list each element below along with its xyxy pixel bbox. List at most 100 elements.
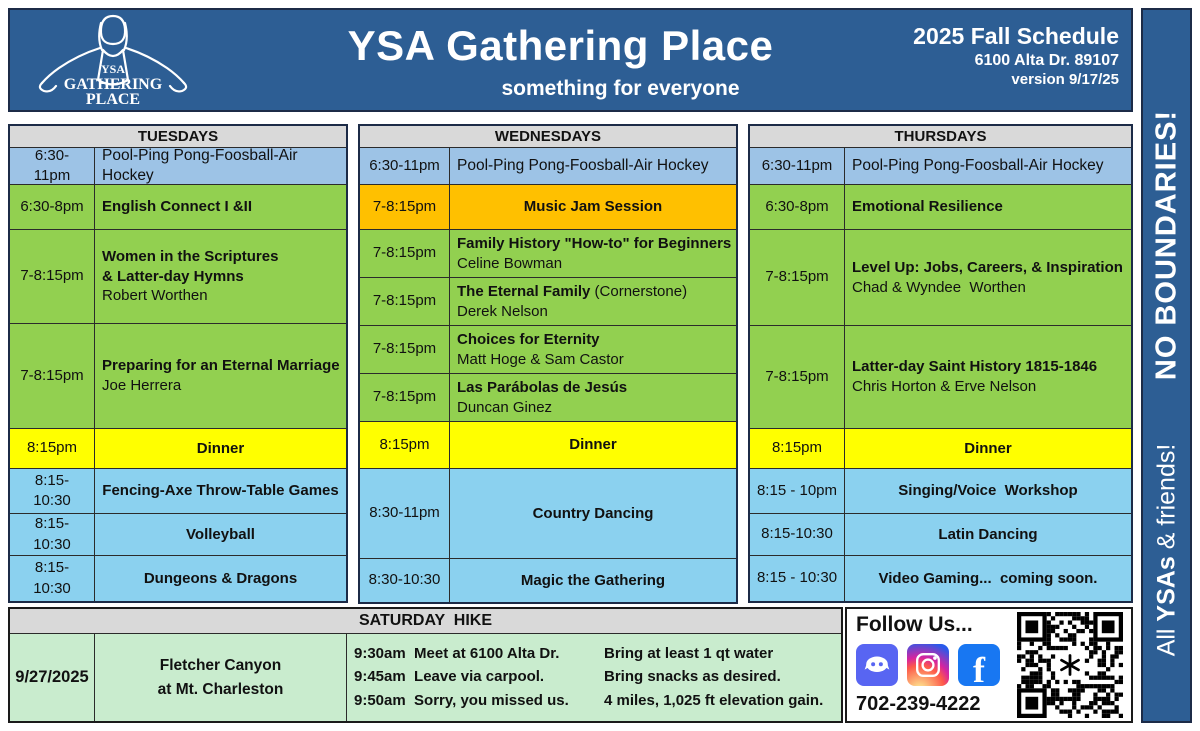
time-cell: 7-8:15pm	[360, 185, 450, 229]
time-cell: 8:15pm	[10, 429, 95, 468]
activity-line: Emotional Resilience	[852, 198, 1003, 216]
no-boundaries-text: NO BOUNDARIES!	[1150, 109, 1182, 381]
activity-cell: Singing/Voice Workshop	[845, 469, 1131, 513]
schedule-row: 6:30-8pm Emotional Resilience	[750, 185, 1131, 230]
activity-cell: Las Parábolas de Jesús Duncan Ginez	[450, 374, 736, 421]
social-icons: f	[856, 644, 1007, 686]
time-cell: 8:15 - 10:30	[750, 556, 845, 601]
activity-line: Family History "How-to" for Beginners	[457, 234, 732, 252]
activity-cell: Magic the Gathering	[450, 559, 736, 602]
time-cell: 8:30-10:30	[360, 559, 450, 602]
day-column-tuesdays: TUESDAYS 6:30- 11pm Pool-Ping Pong-Foosbal…	[8, 124, 348, 603]
all-ysas-text: All YSAs & friends!	[1152, 443, 1180, 657]
schedule-row: 8:15pm Dinner	[10, 429, 346, 469]
activity-cell: Women in the Scriptures & Latter-day Hymn…	[95, 230, 346, 323]
activity-cell: Dinner	[845, 429, 1131, 468]
activity-cell: Emotional Resilience	[845, 185, 1131, 229]
day-header: WEDNESDAYS	[360, 126, 736, 148]
time-cell: 7-8:15pm	[360, 326, 450, 373]
saturday-hike-section: SATURDAY HIKE 9/27/2025 Fletcher Canyon …	[8, 607, 843, 723]
schedule-version: version 9/17/25	[1011, 70, 1119, 88]
activity-cell: Dungeons & Dragons	[95, 556, 346, 601]
hike-location-line2: at Mt. Charleston	[157, 680, 284, 698]
schedule-row: 8:15- 10:30 Dungeons & Dragons	[10, 556, 346, 601]
schedule-row: 8:15pm Dinner	[750, 429, 1131, 469]
time-cell: 7-8:15pm	[10, 230, 95, 323]
activity-line: Music Jam Session	[523, 198, 663, 216]
time-cell: 8:15pm	[750, 429, 845, 468]
schedule-row: 7-8:15pm Family History "How-to" for Begi…	[360, 230, 736, 278]
activity-cell: Music Jam Session	[450, 185, 736, 229]
activity-cell: Volleyball	[95, 514, 346, 555]
activity-cell: English Connect I &II	[95, 185, 346, 229]
time-cell: 7-8:15pm	[10, 324, 95, 428]
schedule-row: 6:30-11pm Pool-Ping Pong-Foosball-Air Hoc…	[750, 148, 1131, 185]
schedule-row: 8:15- 10:30 Volleyball	[10, 514, 346, 556]
time-cell: 6:30-8pm	[750, 185, 845, 229]
schedule-row: 6:30-11pm Pool-Ping Pong-Foosball-Air Hoc…	[360, 148, 736, 185]
svg-text:GATHERING: GATHERING	[63, 76, 162, 93]
schedule-row: 7-8:15pm Level Up: Jobs, Careers, & Inspi…	[750, 230, 1131, 326]
time-cell: 8:15- 10:30	[10, 556, 95, 601]
time-cell: 8:15- 10:30	[10, 514, 95, 555]
schedule-row: 7-8:15pm Preparing for an Eternal Marriag…	[10, 324, 346, 429]
activity-cell: Country Dancing	[450, 469, 736, 558]
hike-line: 9:50am Sorry, you missed us. 4 miles, 1,0…	[354, 691, 824, 709]
qr-code[interactable]	[1009, 609, 1131, 721]
follow-us-title: Follow Us...	[856, 613, 973, 636]
time-cell: 6:30-11pm	[360, 148, 450, 184]
activity-line: Las Parábolas de Jesús	[457, 378, 628, 396]
hike-line: 9:30am Meet at 6100 Alta Dr. Bring at lea…	[354, 645, 774, 663]
time-cell: 7-8:15pm	[750, 230, 845, 325]
facebook-icon[interactable]: f	[958, 644, 1000, 686]
follow-us-section: Follow Us...	[845, 607, 1133, 723]
schedule-row: 8:15pm Dinner	[360, 422, 736, 469]
activity-line: Singing/Voice Workshop	[898, 482, 1078, 500]
schedule-title: 2025 Fall Schedule	[913, 23, 1119, 49]
time-cell: 8:30-11pm	[360, 469, 450, 558]
instagram-icon[interactable]	[907, 644, 949, 686]
activity-cell: Latin Dancing	[845, 514, 1131, 555]
schedule-row: 8:15 - 10:30 Video Gaming... coming soon.	[750, 556, 1131, 601]
day-header: TUESDAYS	[10, 126, 346, 148]
hike-line: 9:45am Leave via carpool. Bring snacks as…	[354, 668, 781, 686]
activity-line: Pool-Ping Pong-Foosball-Air Hockey	[852, 156, 1104, 174]
activity-cell: Video Gaming... coming soon.	[845, 556, 1131, 601]
hike-date: 9/27/2025	[10, 634, 95, 721]
activity-line: English Connect I &II	[102, 198, 253, 216]
schedule-row: 7-8:15pm Latter-day Saint History 1815-18…	[750, 326, 1131, 429]
activity-cell: The Eternal Family (Cornerstone) Derek Ne…	[450, 278, 736, 325]
hike-details: 9:30am Meet at 6100 Alta Dr. Bring at lea…	[347, 634, 841, 721]
header-titles: YSA Gathering Place something for everyo…	[215, 10, 906, 110]
phone-number: 702-239-4222	[856, 693, 981, 715]
activity-line: Choices for Eternity	[457, 330, 600, 348]
activity-line: Volleyball	[186, 525, 255, 543]
time-cell: 7-8:15pm	[360, 230, 450, 277]
time-cell: 6:30- 11pm	[10, 147, 95, 184]
activity-line: Dinner	[569, 436, 617, 454]
activity-line: Pool-Ping Pong-Foosball-Air Hockey	[102, 146, 302, 184]
hike-location: Fletcher Canyon at Mt. Charleston	[95, 634, 347, 721]
schedule-row: 7-8:15pm Las Parábolas de Jesús Duncan Gin…	[360, 374, 736, 422]
schedule-address: 6100 Alta Dr. 89107	[974, 51, 1119, 69]
activity-line: Joe Herrera	[102, 377, 182, 394]
activity-line: Dinner	[964, 439, 1012, 457]
activity-line: Robert Worthen	[102, 287, 208, 305]
side-banner: NO BOUNDARIES! All YSAs & friends!	[1141, 8, 1192, 723]
activity-line: Derek Nelson	[457, 302, 548, 320]
page-title: YSA Gathering Place	[347, 21, 774, 69]
day-column-thursdays: THURSDAYS 6:30-11pm Pool-Ping Pong-Foosbal…	[748, 124, 1133, 603]
activity-cell: Dinner	[95, 429, 346, 468]
activity-line: Celine Bowman	[457, 254, 563, 272]
schedule-row: 6:30-8pm English Connect I &II	[10, 185, 346, 230]
activity-cell: Preparing for an Eternal Marriage Joe Her…	[95, 324, 346, 428]
discord-icon[interactable]	[856, 644, 898, 686]
activity-cell: Level Up: Jobs, Careers, & Inspiration Ch…	[845, 230, 1131, 325]
hike-body: 9/27/2025 Fletcher Canyon at Mt. Charles…	[10, 634, 841, 721]
activity-cell: Pool-Ping Pong-Foosball-Air Hockey	[450, 148, 736, 184]
time-cell: 8:15- 10:30	[10, 469, 95, 513]
time-cell: 8:15-10:30	[750, 514, 845, 555]
day-column-wednesdays: WEDNESDAYS 6:30-11pm Pool-Ping Pong-Foosba…	[358, 124, 738, 604]
time-cell: 7-8:15pm	[360, 278, 450, 325]
time-cell: 7-8:15pm	[750, 326, 845, 428]
